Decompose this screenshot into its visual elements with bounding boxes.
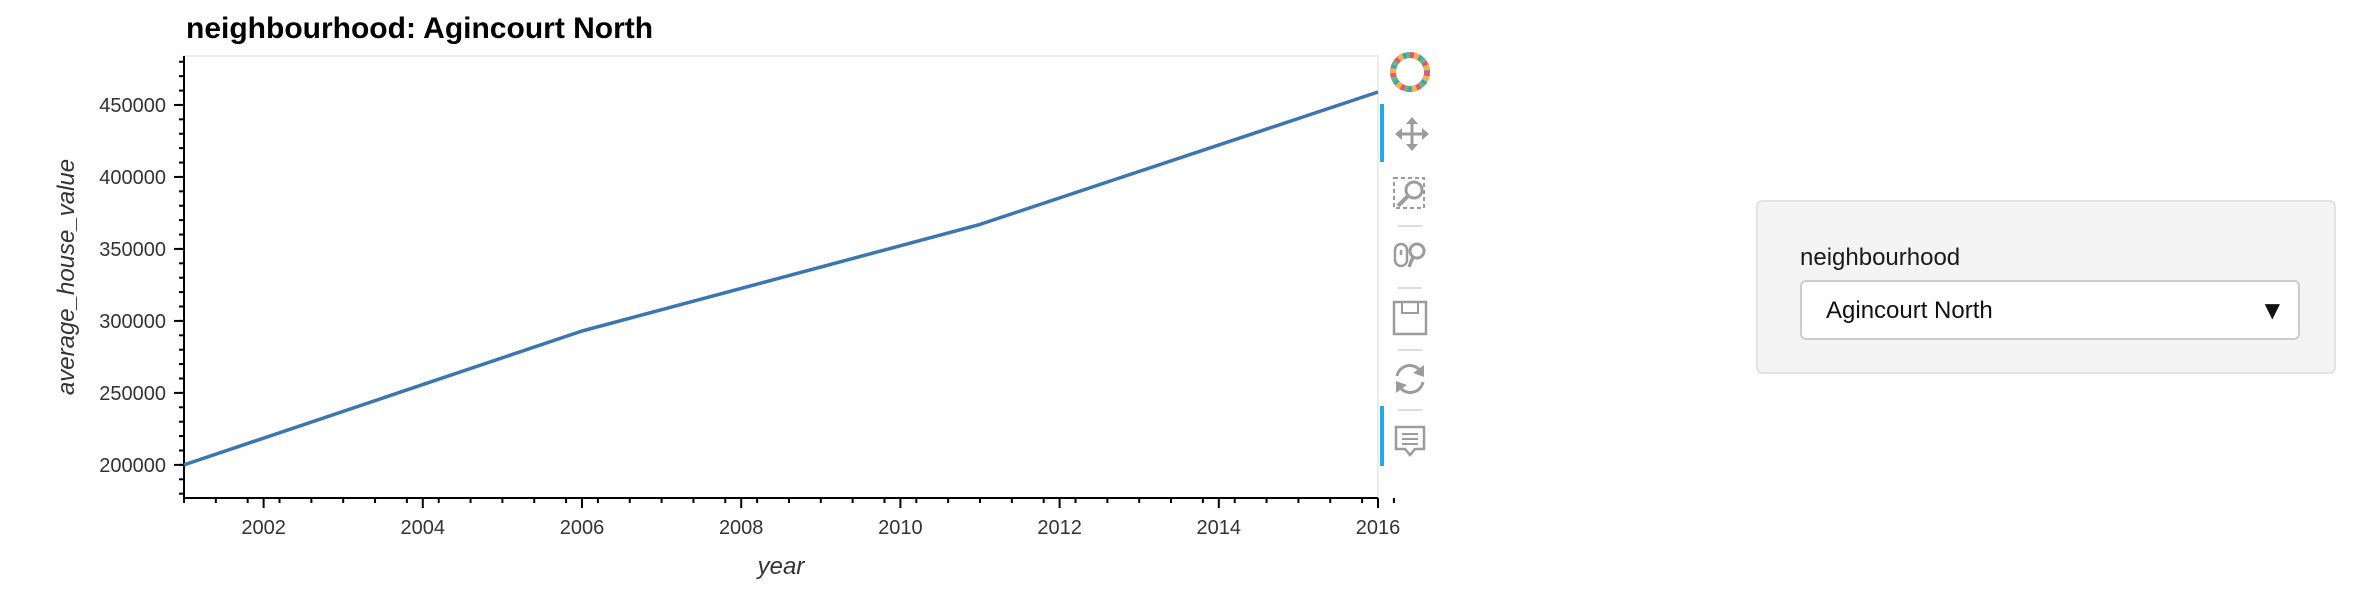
hover-active-indicator [1380,406,1384,466]
pan-icon[interactable] [1395,117,1429,151]
box-zoom-icon[interactable] [1393,177,1425,209]
save-icon[interactable] [1392,300,1428,336]
neighbourhood-select[interactable]: Agincourt North ▼ [1800,280,2300,340]
x-tick-label: 2010 [878,517,923,539]
bokeh-logo-icon[interactable] [1390,52,1430,92]
selected-neighbourhood: Agincourt North [1826,297,1993,324]
hover-icon[interactable] [1394,425,1426,457]
x-tick-label: 2014 [1197,517,1242,539]
y-axis-label: average_house_value [53,159,80,395]
series-lines [183,90,1379,467]
y-tick-label: 450000 [99,95,166,117]
x-axis-label: year [756,553,806,580]
y-tick-label: 250000 [99,383,166,405]
x-tick-label: 2006 [560,517,605,539]
neighbourhood-label: neighbourhood [1800,244,1961,271]
series-line [183,90,1379,467]
reset-icon[interactable] [1395,364,1425,394]
chevron-down-icon[interactable]: ▼ [2264,298,2280,322]
neighbourhood-widget: neighbourhood Agincourt North ▼ [1756,200,2336,374]
x-tick-label: 2002 [241,517,286,539]
chart-title: neighbourhood: Agincourt North [186,12,653,45]
y-tick-label: 300000 [99,311,166,333]
wheel-zoom-icon[interactable] [1393,242,1426,268]
y-tick-label: 200000 [99,455,166,477]
x-tick-label: 2012 [1037,517,1082,539]
y-tick-label: 350000 [99,239,166,261]
pan-active-indicator [1380,104,1384,162]
y-tick-label: 400000 [99,167,166,189]
axes: 200000 250000 300000 350000 400000 450000 2002… [99,56,1400,539]
x-tick-label: 2016 [1356,517,1401,539]
plot-toolbar [1380,52,1430,466]
x-tick-label: 2008 [719,517,764,539]
line-plot[interactable]: neighbourhood: Agincourt North 200000 250… [0,0,1480,614]
x-tick-label: 2004 [401,517,446,539]
